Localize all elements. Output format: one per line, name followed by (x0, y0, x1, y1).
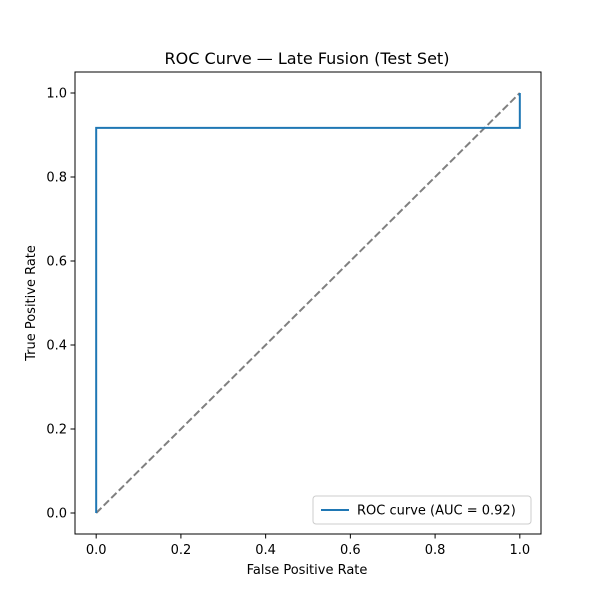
legend-box (312, 495, 532, 525)
chance-reference-line (95, 92, 521, 514)
y-axis-label: True Positive Rate (24, 245, 39, 362)
y-tick-label: 0.4 (46, 339, 67, 354)
x-axis-label: False Positive Rate (247, 563, 368, 578)
x-tick-label: 0.0 (86, 543, 107, 558)
y-tick-label: 0.6 (46, 255, 67, 270)
roc-curve-line (95, 93, 521, 513)
x-tick-label: 0.6 (340, 543, 361, 558)
y-tick-label: 0.0 (46, 507, 67, 522)
x-tick-label: 0.2 (171, 543, 192, 558)
y-tick-label: 0.2 (46, 423, 67, 438)
legend: ROC curve (AUC = 0.92) (312, 495, 532, 525)
legend-label: ROC curve (AUC = 0.92) (357, 504, 516, 519)
axes-frame (74, 71, 542, 535)
chart-title: ROC Curve — Late Fusion (Test Set) (165, 49, 450, 68)
y-tick-label: 1.0 (46, 87, 67, 102)
x-tick-label: 1.0 (509, 543, 530, 558)
x-tick-label: 0.4 (255, 543, 276, 558)
y-tick-label: 0.8 (46, 171, 67, 186)
x-tick-label: 0.8 (425, 543, 446, 558)
plot-area: 0.0 0.2 0.4 0.6 0.8 1.0 0.0 0.2 0.4 0.6 0.8 1.0 (46, 71, 542, 558)
